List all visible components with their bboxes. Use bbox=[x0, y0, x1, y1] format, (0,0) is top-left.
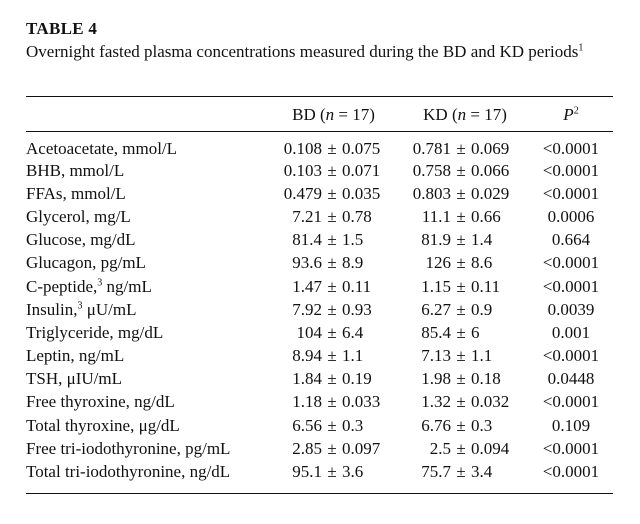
p-value: <0.0001 bbox=[542, 139, 600, 158]
kd-value: 6.27 ±0.9 bbox=[421, 299, 493, 319]
kd-value: 1.32 ±0.032 bbox=[421, 392, 510, 412]
header-kd: KD (n = 17) bbox=[401, 98, 529, 131]
bd-value: 1.47 ±0.11 bbox=[292, 276, 372, 296]
p-value: <0.0001 bbox=[542, 253, 600, 273]
kd-value: 0.758 ±0.066 bbox=[412, 160, 510, 180]
p-value: <0.0001 bbox=[542, 183, 600, 203]
p-value: 0.0039 bbox=[547, 299, 595, 319]
bd-value: 0.103 ±0.071 bbox=[283, 160, 381, 180]
bd-value: 1.18 ±0.033 bbox=[292, 392, 381, 412]
kd-value: 75.7 ±3.4 bbox=[421, 462, 493, 482]
caption-footnote: 1 bbox=[578, 42, 584, 54]
header-kd-text: KD (n = 17) bbox=[423, 104, 507, 124]
p-value: 0.664 bbox=[551, 230, 591, 250]
kd-value: 0.781 ±0.069 bbox=[412, 139, 510, 158]
top-rule bbox=[26, 96, 613, 97]
p-value: 0.001 bbox=[551, 322, 591, 342]
bd-value: 0.108 ±0.075 bbox=[283, 139, 381, 158]
table-row: FFAs, mmol/L 0.479 ±0.035 0.803 ±0.029 <0.000… bbox=[26, 182, 613, 205]
table-row: C-peptide,3 ng/mL 1.47 ±0.11 1.15 ±0.11 <0.00… bbox=[26, 275, 613, 298]
table-row: Glycerol, mg/L 7.21 ±0.78 11.1 ±0.66 0.0006 bbox=[26, 205, 613, 228]
table-row: Total thyroxine, μg/dL 6.56 ±0.3 6.76 ±0.3 0.… bbox=[26, 414, 613, 437]
bd-value: 7.21 ±0.78 bbox=[292, 206, 372, 226]
row-label: Glucagon, pg/mL bbox=[26, 253, 146, 273]
row-label: Glycerol, mg/L bbox=[26, 206, 131, 226]
row-label: Total thyroxine, μg/dL bbox=[26, 415, 180, 435]
header-rule bbox=[26, 131, 613, 132]
kd-value: 7.13 ±1.1 bbox=[421, 346, 493, 366]
header-variable bbox=[26, 98, 266, 131]
bd-value: 95.1 ±3.6 bbox=[292, 462, 364, 482]
bd-value: 7.92 ±0.93 bbox=[292, 299, 372, 319]
caption-text: Overnight fasted plasma concentrations m… bbox=[26, 42, 579, 61]
row-label: Free tri-iodothyronine, pg/mL bbox=[26, 438, 231, 458]
kd-value: 1.15 ±0.11 bbox=[421, 276, 501, 296]
header-bd: BD (n = 17) bbox=[266, 98, 401, 131]
bd-value: 6.56 ±0.3 bbox=[292, 415, 364, 435]
bd-value: 8.94 ±1.1 bbox=[292, 346, 364, 366]
p-value: <0.0001 bbox=[542, 160, 600, 180]
data-table: BD (n = 17) KD (n = 17) P2 Acetoacetate,… bbox=[26, 98, 613, 484]
kd-value: 11.1 ±0.66 bbox=[421, 206, 501, 226]
p-value: 0.109 bbox=[551, 415, 591, 435]
header-bd-text: BD (n = 17) bbox=[292, 104, 375, 124]
table-row: Free thyroxine, ng/dL 1.18 ±0.033 1.32 ±0.03… bbox=[26, 391, 613, 414]
table-row: TSH, μIU/mL 1.84 ±0.19 1.98 ±0.18 0.0448 bbox=[26, 368, 613, 391]
header-row: BD (n = 17) KD (n = 17) P2 bbox=[26, 98, 613, 131]
row-label: Glucose, mg/dL bbox=[26, 230, 136, 250]
table-row: Glucagon, pg/mL 93.6 ±8.9 126 ±8.6 <0.0001 bbox=[26, 252, 613, 275]
bd-value: 81.4 ±1.5 bbox=[292, 230, 364, 250]
row-label: Insulin,3 μU/mL bbox=[26, 299, 137, 319]
row-label: Leptin, ng/mL bbox=[26, 346, 125, 366]
row-label: FFAs, mmol/L bbox=[26, 183, 126, 203]
table-row: Acetoacetate, mmol/L 0.108 ±0.075 0.781 ±0.0… bbox=[26, 131, 613, 159]
p-value: <0.0001 bbox=[542, 462, 600, 482]
table-row: Total tri-iodothyronine, ng/dL 95.1 ±3.6 75… bbox=[26, 460, 613, 483]
row-label: Acetoacetate, mmol/L bbox=[26, 139, 178, 158]
kd-value: 1.98 ±0.18 bbox=[421, 369, 501, 389]
p-value: <0.0001 bbox=[542, 438, 600, 458]
p-value: <0.0001 bbox=[542, 276, 600, 296]
row-label: BHB, mmol/L bbox=[26, 160, 125, 180]
table-row: Leptin, ng/mL 8.94 ±1.1 7.13 ±1.1 <0.0001 bbox=[26, 345, 613, 368]
p-value: <0.0001 bbox=[542, 346, 600, 366]
kd-value: 6.76 ±0.3 bbox=[421, 415, 493, 435]
table-row: Glucose, mg/dL 81.4 ±1.5 81.9 ±1.4 0.664 bbox=[26, 229, 613, 252]
kd-value: 81.9 ±1.4 bbox=[421, 230, 493, 250]
header-p-footnote: 2 bbox=[573, 104, 579, 116]
header-p: P2 bbox=[529, 98, 613, 131]
bottom-rule bbox=[26, 493, 613, 494]
table-caption: Overnight fasted plasma concentrations m… bbox=[26, 41, 616, 63]
bd-value: 1.84 ±0.19 bbox=[292, 369, 372, 389]
row-label: Total tri-iodothyronine, ng/dL bbox=[26, 462, 231, 482]
p-value: 0.0006 bbox=[547, 206, 595, 226]
p-value: 0.0448 bbox=[547, 369, 595, 389]
kd-value: 0.803 ±0.029 bbox=[412, 183, 510, 203]
bd-value: 2.85 ±0.097 bbox=[292, 438, 381, 458]
table-row: BHB, mmol/L 0.103 ±0.071 0.758 ±0.066 <0.0001 bbox=[26, 159, 613, 182]
header-p-text: P bbox=[563, 104, 574, 124]
table-label: TABLE 4 bbox=[26, 19, 98, 38]
p-value: <0.0001 bbox=[542, 392, 600, 412]
table-row: Insulin,3 μU/mL 7.92 ±0.93 6.27 ±0.9 0.0039 bbox=[26, 298, 613, 321]
bd-value: 93.6 ±8.9 bbox=[292, 253, 364, 273]
row-label: Triglyceride, mg/dL bbox=[26, 322, 164, 342]
kd-value: 2.5 ±0.094 bbox=[429, 438, 510, 458]
kd-value: 126 ±8.6 bbox=[425, 253, 493, 273]
kd-value: 85.4 ±6 bbox=[421, 322, 480, 342]
table-body: Acetoacetate, mmol/L 0.108 ±0.075 0.781 ±0.0… bbox=[26, 131, 613, 484]
bd-value: 0.479 ±0.035 bbox=[283, 183, 381, 203]
table-row: Triglyceride, mg/dL 104 ±6.4 85.4 ±6 0.001 bbox=[26, 321, 613, 344]
row-label: Free thyroxine, ng/dL bbox=[26, 392, 175, 412]
table-row: Free tri-iodothyronine, pg/mL 2.85 ±0.097 2… bbox=[26, 437, 613, 460]
bd-value: 104 ±6.4 bbox=[296, 322, 364, 342]
row-label: C-peptide,3 ng/mL bbox=[26, 276, 152, 296]
row-label: TSH, μIU/mL bbox=[26, 369, 122, 389]
